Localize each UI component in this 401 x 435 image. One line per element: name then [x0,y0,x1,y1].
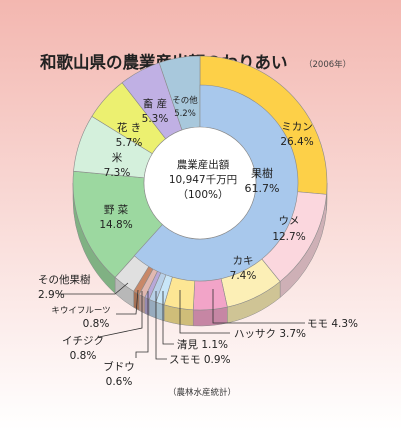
leader-lines [58,282,305,360]
label-mikan-name: ミカン [281,121,313,133]
label-chikusan-pct: 5.3% [142,113,169,125]
center-label-title: 農業産出額 [177,158,230,171]
label-kiwi-name: キウイフルーツ [51,306,110,316]
label-kiwi-pct: 0.8% [83,318,110,330]
label-mikan-pct: 26.4% [280,136,313,148]
year-label: （2006年） [304,59,351,70]
leader-kiyomi [162,291,174,345]
center-label-total: 10,947千万円 [169,174,237,186]
label-kiyomi: 清見 1.1% [177,338,228,351]
inner-label-pct: 61.7% [245,182,280,195]
label-kome-name: 米 [112,151,123,164]
leader-momo [212,289,305,324]
inner-disc [133,84,299,282]
label-sonota-pct: 5.2% [174,109,196,119]
center-label-percent: （100%） [177,189,228,201]
center-disc [143,126,257,240]
label-kaki-name: カキ [233,255,254,267]
source-note: （農林水産統計） [168,387,236,398]
label-hassaku: ハッサク 3.7% [234,328,306,340]
label-ume-name: ウメ [279,215,300,227]
label-hanaki-name: 花 き [117,121,141,134]
label-yasai-name: 野 菜 [104,204,129,216]
leader-budou [135,291,149,358]
leader-sumomo [155,291,167,360]
label-ichijiku-name: イチジク [62,335,104,347]
leader-kiwi [116,289,139,315]
slice-side-sumomo [148,298,157,319]
label-chikusan-name: 畜 産 [143,97,167,110]
label-ichijiku-pct: 0.8% [70,350,97,362]
leader-hassaku [179,290,230,334]
slice-side-budou [144,296,150,316]
label-budou-pct: 0.6% [106,376,133,388]
label-sumomo: スモモ 0.9% [169,354,231,366]
label-other-fruit-name: その他果樹 [38,273,91,286]
label-kome-pct: 7.3% [104,167,131,179]
label-kaki-pct: 7.4% [230,270,257,282]
label-momo: モモ 4.3% [307,318,358,330]
label-budou-name: ブドウ [103,360,135,373]
leader-other-fruit [58,282,129,295]
label-ume-pct: 12.7% [272,231,305,243]
leader-ichijiku [98,291,143,338]
label-hanaki-pct: 5.7% [116,137,143,149]
label-sonota-name: その他 [172,95,198,106]
label-yasai-pct: 14.8% [99,219,132,231]
inner-label-name: 果樹 [251,167,273,180]
label-other-fruit-pct: 2.9% [38,289,65,301]
